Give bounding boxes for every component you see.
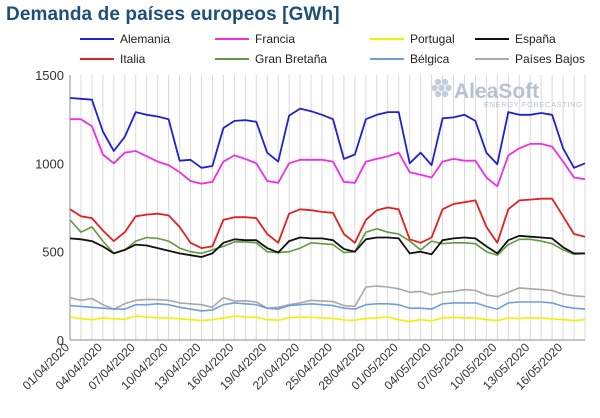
legend-item-2: Portugal bbox=[370, 32, 455, 46]
legend-label: Francia bbox=[255, 32, 296, 46]
series-line-portugal bbox=[69, 315, 586, 323]
logo-name: AleaSoft bbox=[454, 80, 539, 103]
logo-tagline: ENERGY FORECASTING bbox=[484, 100, 583, 109]
y-tick-label: 500 bbox=[42, 245, 64, 260]
legend-swatch bbox=[215, 37, 249, 40]
y-tick-labels: 0 500 1000 1500 bbox=[35, 68, 64, 348]
series-line-bélgica bbox=[69, 301, 586, 312]
y-tick-label: 1000 bbox=[35, 156, 64, 171]
legend-item-5: Gran Bretaña bbox=[215, 52, 327, 66]
legend-swatch bbox=[215, 57, 249, 60]
series-line-francia bbox=[70, 118, 586, 188]
chart-title: Demanda de países europeos [GWh] bbox=[6, 4, 340, 25]
legend-swatch bbox=[475, 37, 509, 40]
legend-label: Países Bajos bbox=[515, 52, 586, 66]
legend-label: España bbox=[515, 32, 556, 46]
legend-label: Gran Bretaña bbox=[255, 52, 328, 66]
legend-item-0: Alemania bbox=[80, 32, 170, 46]
x-tick-labels: 01/04/202004/04/202007/04/202010/04/2020… bbox=[20, 340, 566, 393]
legend-item-6: Bélgica bbox=[370, 52, 449, 66]
legend-label: Bélgica bbox=[410, 52, 450, 66]
legend-swatch bbox=[370, 57, 404, 60]
series-line-países-bajos bbox=[69, 285, 586, 310]
series-line-españa bbox=[69, 234, 585, 258]
legend-item-3: España bbox=[475, 32, 556, 46]
series-lines bbox=[69, 97, 586, 323]
logo-icon bbox=[431, 78, 452, 98]
legend-item-7: Países Bajos bbox=[475, 52, 585, 66]
series-line-italia bbox=[69, 197, 586, 250]
legend-swatch bbox=[370, 37, 404, 40]
legend-item-1: Francia bbox=[215, 32, 295, 46]
legend-item-4: Italia bbox=[80, 52, 145, 66]
legend-swatch bbox=[475, 57, 509, 60]
legend-swatch bbox=[80, 57, 114, 60]
legend-swatch bbox=[80, 37, 114, 40]
series-line-gran-bretaña bbox=[69, 219, 586, 256]
y-tick-label: 0 bbox=[57, 333, 64, 348]
legend-label: Alemania bbox=[120, 32, 171, 46]
legend-label: Portugal bbox=[410, 32, 455, 46]
legend-label: Italia bbox=[120, 52, 146, 66]
series-line-alemania bbox=[69, 97, 586, 169]
y-tick-label: 1500 bbox=[35, 68, 64, 83]
